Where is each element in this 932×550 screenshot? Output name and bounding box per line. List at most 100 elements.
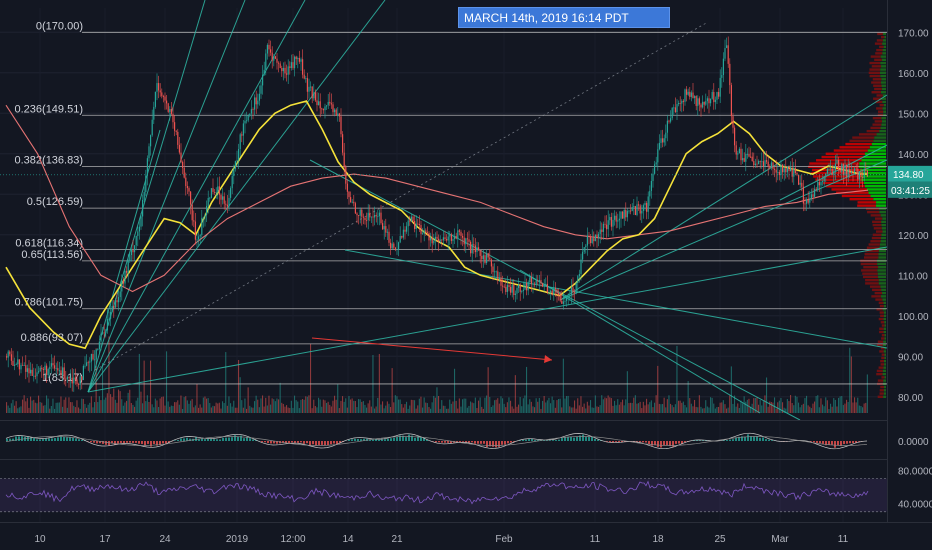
candle-body (142, 199, 144, 217)
candle-body (60, 370, 62, 376)
volume-bar (406, 401, 408, 413)
trend-line (87, 0, 306, 393)
volume-bar (105, 397, 107, 413)
profile-bar-up (884, 376, 886, 379)
candle-body (97, 349, 99, 350)
volume-bar (553, 400, 555, 413)
volume-bar (646, 398, 648, 413)
macd-histogram-bar (747, 434, 749, 441)
candle-body (273, 56, 275, 61)
volume-bar (498, 403, 500, 413)
macd-histogram-bar (582, 434, 584, 441)
candle-body (57, 368, 59, 371)
profile-bar-up (877, 272, 886, 275)
volume-bar (81, 398, 83, 413)
candle-body (503, 286, 505, 288)
volume-bar (247, 387, 249, 413)
candle-body (774, 168, 776, 170)
candle-body (434, 236, 436, 241)
volume-bar (463, 398, 465, 413)
macd-histogram-bar (417, 436, 419, 441)
candle-body (55, 368, 57, 369)
candle-body (313, 92, 315, 99)
volume-bar (228, 396, 230, 413)
volume-bar (676, 345, 678, 413)
candle-body (412, 216, 414, 221)
candle-body (724, 48, 726, 59)
candle-body (590, 236, 592, 244)
volume-bar (743, 396, 745, 413)
volume-bar (156, 400, 158, 413)
macd-histogram-bar (705, 440, 707, 441)
candle-body (358, 215, 360, 217)
candle-body (46, 365, 48, 376)
volume-bar (569, 406, 571, 413)
macd-histogram-bar (510, 441, 512, 443)
candle-body (62, 367, 64, 376)
volume-bar (222, 401, 224, 413)
volume-bar (522, 398, 524, 413)
profile-bar-down (869, 285, 881, 288)
volume-bar (132, 404, 134, 413)
volume-bar (266, 405, 268, 413)
volume-bar (550, 403, 552, 413)
volume-bar (174, 402, 176, 413)
profile-bar-down (869, 68, 881, 71)
macd-histogram-bar (654, 441, 656, 446)
price-tick-label: 90.00 (898, 352, 923, 363)
volume-bar (108, 336, 110, 413)
candle-body (561, 300, 563, 304)
macd-histogram-bar (51, 438, 53, 441)
candle-body (770, 162, 772, 168)
candle-body (68, 376, 70, 378)
volume-bar (164, 405, 166, 413)
candle-body (414, 220, 416, 230)
macd-histogram-bar (852, 441, 854, 444)
macd-histogram-bar (300, 441, 302, 443)
profile-bar-down (881, 35, 885, 39)
candle-body (554, 288, 556, 290)
volume-bar (295, 400, 297, 413)
volume-bar (353, 400, 355, 413)
macd-histogram-bar (135, 441, 137, 443)
macd-histogram-bar (75, 438, 77, 441)
macd-histogram-bar (411, 435, 413, 441)
candle-body (249, 113, 251, 116)
profile-bar-down (870, 55, 881, 58)
candle-body (170, 109, 172, 114)
volume-bar (330, 406, 332, 413)
candle-body (455, 235, 457, 239)
profile-bar-down (852, 136, 875, 139)
macd-histogram-bar (180, 438, 182, 441)
profile-bar-up (882, 100, 886, 104)
candle-body (777, 171, 779, 173)
profile-bar-down (862, 272, 878, 275)
candle-body (202, 217, 204, 219)
macd-histogram-bar (693, 440, 695, 441)
macd-histogram-bar (825, 441, 827, 446)
profile-bar-up (882, 52, 886, 55)
volume-bar (468, 405, 470, 413)
candle-body (582, 251, 584, 260)
macd-histogram-bar (504, 441, 506, 445)
profile-bar-up (880, 55, 886, 58)
macd-histogram-bar (273, 441, 275, 444)
volume-bar (190, 400, 192, 413)
volume-bar (698, 395, 700, 413)
profile-bar-down (875, 298, 883, 301)
macd-histogram-bar (672, 441, 674, 447)
slow-moving-average (5, 104, 869, 293)
volume-bar (158, 407, 160, 413)
profile-bar-up (884, 385, 886, 389)
candle-body (670, 118, 672, 122)
volume-bar (702, 408, 704, 413)
candle-body (233, 168, 235, 177)
candle-body (850, 171, 852, 174)
candle-body (183, 167, 185, 178)
candle-body (298, 58, 300, 62)
macd-histogram-bar (381, 439, 383, 441)
volume-bar (511, 406, 513, 413)
volume-bar (367, 403, 369, 413)
macd-histogram-bar (477, 441, 479, 444)
